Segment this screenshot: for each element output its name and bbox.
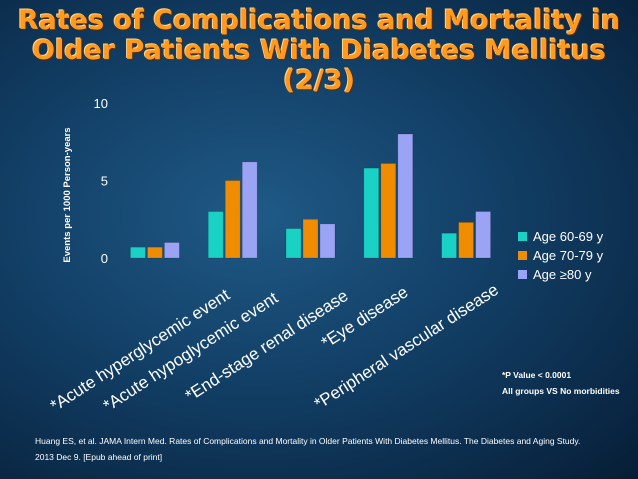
citation-line-2: 2013 Dec 9. [Epub ahead of print]: [35, 452, 163, 462]
bar-5-2: [458, 222, 474, 259]
bar-2-2: [224, 180, 241, 259]
bar-4-2: [380, 163, 397, 259]
bar-3-3: [319, 223, 336, 259]
bar-4-3: [397, 133, 414, 259]
bar-2-3: [241, 161, 258, 259]
legend-swatch: [518, 251, 527, 260]
legend-swatch: [518, 270, 527, 279]
legend-label: Age 60-69 y: [533, 229, 604, 244]
comparison-note: All groups VS No morbidities: [502, 386, 620, 396]
p-value-note: *P Value < 0.0001: [502, 370, 572, 380]
y-tick-label: 0: [101, 251, 108, 266]
bar-3-2: [302, 218, 319, 259]
legend-label: Age 70-79 y: [533, 248, 604, 263]
slide-title-line-2: Older Patients With Diabetes Mellitus: [32, 35, 606, 66]
bar-1-2: [147, 246, 163, 259]
legend-swatch: [518, 232, 527, 241]
bar-4-1: [363, 167, 380, 259]
y-tick-label: 5: [101, 174, 108, 189]
bar-2-1: [207, 211, 224, 259]
bar-3-1: [285, 228, 302, 259]
bar-1-1: [130, 246, 146, 259]
slide-title-line-3: (2/3): [282, 65, 356, 96]
bar-5-3: [475, 211, 491, 259]
slide-title-line-1: Rates of Complications and Mortality in: [17, 5, 621, 36]
bar-1-3: [164, 242, 180, 259]
bar-5-1: [441, 232, 457, 259]
legend-label: Age ≥80 y: [533, 267, 592, 282]
y-tick-label: 10: [94, 96, 108, 111]
y-axis-label: Events per 1000 Person-years: [62, 127, 73, 262]
citation-line-1: Huang ES, et al. JAMA Intern Med. Rates …: [35, 436, 581, 446]
